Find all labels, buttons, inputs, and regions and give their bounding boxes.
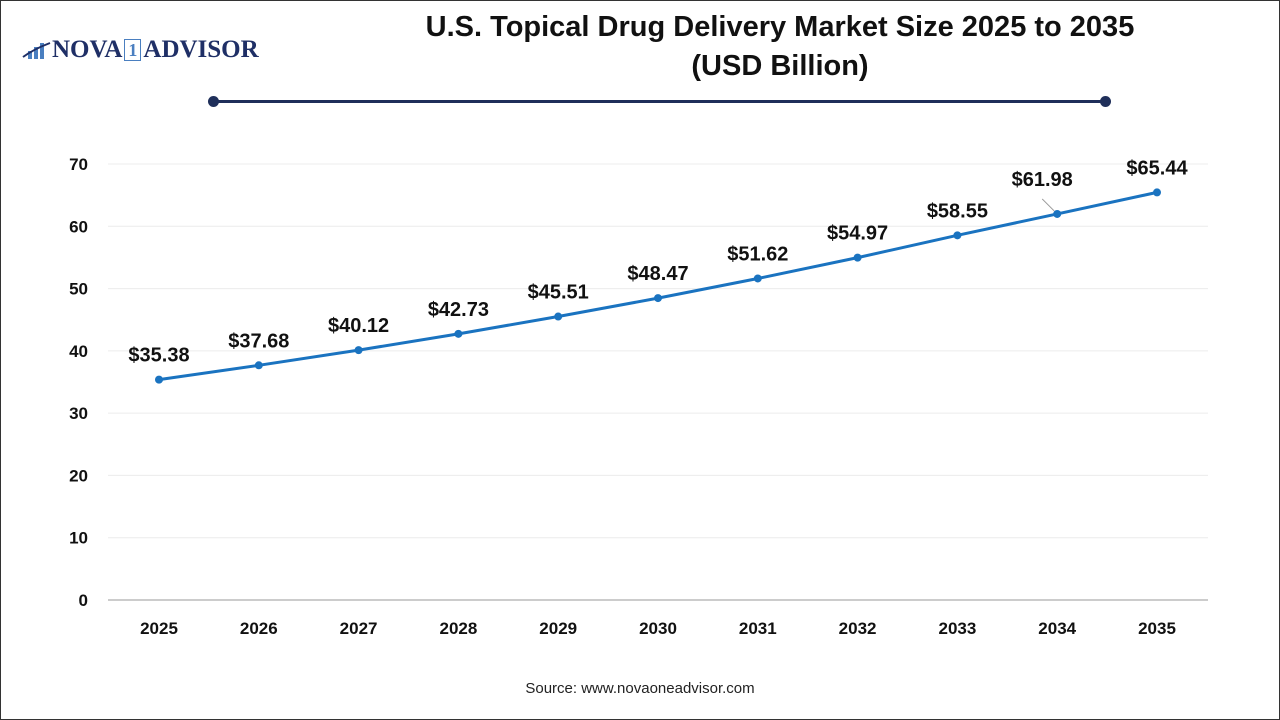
y-tick-label: 0 bbox=[79, 591, 88, 610]
series-line bbox=[158, 190, 1158, 382]
data-point bbox=[853, 253, 862, 262]
chart-title-main: U.S. Topical Drug Delivery Market Size 2… bbox=[425, 11, 1135, 43]
data-point bbox=[953, 231, 962, 240]
data-label: $45.51 bbox=[528, 282, 589, 304]
data-label: $65.44 bbox=[1126, 157, 1188, 179]
x-tick-label: 2026 bbox=[240, 619, 278, 638]
data-point bbox=[1053, 209, 1062, 218]
x-tick-label: 2033 bbox=[938, 619, 976, 638]
x-tick-label: 2028 bbox=[439, 619, 477, 638]
chart-title: U.S. Topical Drug Delivery Market Size 2… bbox=[330, 8, 1230, 86]
data-label: $37.68 bbox=[228, 330, 289, 352]
x-tick-label: 2027 bbox=[340, 619, 378, 638]
data-point bbox=[654, 294, 662, 303]
data-label: $48.47 bbox=[627, 263, 688, 285]
y-tick-label: 50 bbox=[69, 280, 88, 299]
data-label: $51.62 bbox=[727, 243, 788, 265]
logo-text-one: 1 bbox=[124, 39, 142, 61]
x-tick-label: 2034 bbox=[1038, 619, 1076, 638]
bar-chart-logo-icon bbox=[22, 42, 51, 59]
y-tick-label: 70 bbox=[69, 155, 88, 174]
data-label: $54.97 bbox=[827, 223, 888, 245]
data-point bbox=[354, 346, 363, 355]
data-label: $58.55 bbox=[927, 200, 988, 222]
data-label: $42.73 bbox=[428, 299, 489, 321]
x-tick-label: 2029 bbox=[539, 619, 577, 638]
divider-dot-right bbox=[1100, 96, 1111, 107]
data-label: $35.38 bbox=[128, 345, 189, 367]
label-leader-line bbox=[1041, 198, 1055, 212]
y-tick-label: 30 bbox=[69, 404, 88, 423]
y-tick-label: 40 bbox=[69, 342, 88, 361]
x-tick-label: 2025 bbox=[140, 619, 178, 638]
data-point bbox=[454, 329, 463, 338]
source-note: Source: www.novaoneadvisor.com bbox=[525, 680, 755, 697]
data-point bbox=[1153, 188, 1161, 197]
data-label: $40.12 bbox=[328, 315, 389, 337]
x-tick-label: 2032 bbox=[839, 619, 877, 638]
data-label: $61.98 bbox=[1012, 169, 1073, 191]
data-point bbox=[554, 312, 563, 321]
y-tick-label: 10 bbox=[69, 529, 88, 548]
nova-advisor-logo: NOVA 1 ADVISOR bbox=[22, 36, 259, 64]
divider-dot-left bbox=[208, 96, 219, 107]
x-tick-label: 2035 bbox=[1138, 619, 1176, 638]
data-point bbox=[753, 274, 762, 283]
title-divider bbox=[213, 100, 1106, 103]
data-point bbox=[254, 361, 263, 370]
y-tick-label: 20 bbox=[69, 466, 88, 485]
x-tick-label: 2031 bbox=[739, 619, 777, 638]
logo-text-advisor: ADVISOR bbox=[143, 36, 259, 63]
chart-subtitle: (USD Billion) bbox=[691, 50, 869, 82]
y-tick-label: 60 bbox=[69, 217, 88, 236]
x-tick-label: 2030 bbox=[639, 619, 677, 638]
logo-text-nova: NOVA bbox=[52, 36, 123, 63]
data-point bbox=[155, 375, 163, 384]
